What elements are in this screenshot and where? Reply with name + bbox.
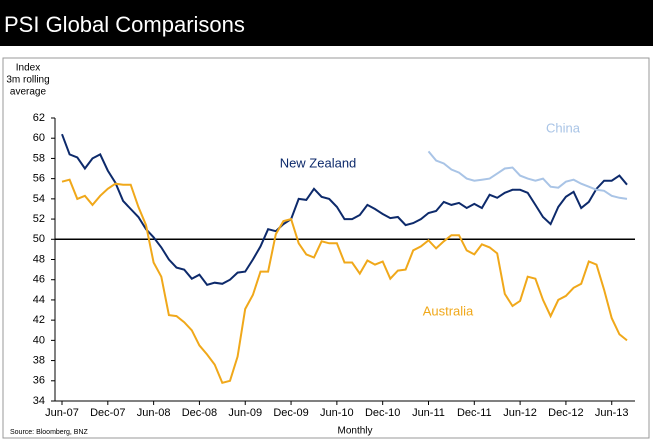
y-tick-label: 38 (33, 354, 45, 366)
y-tick-label: 48 (33, 253, 45, 265)
series-line (61, 178, 628, 384)
series-line (427, 150, 628, 200)
x-tick-label: Dec-12 (548, 407, 583, 419)
title-bar: PSI Global Comparisons (0, 0, 653, 46)
y-tick-label: 46 (33, 274, 45, 286)
x-tick-label: Jun-13 (595, 407, 629, 419)
y-axis-title: Index (16, 63, 40, 74)
y-tick-label: 50 (33, 233, 45, 245)
y-axis-title: 3m rolling (6, 75, 49, 86)
x-tick-label: Dec-11 (457, 407, 492, 419)
y-tick-label: 56 (33, 173, 45, 185)
x-tick-label: Dec-07 (90, 407, 125, 419)
series-line (61, 133, 628, 286)
chart-title: PSI Global Comparisons (4, 12, 245, 37)
y-tick-label: 52 (33, 213, 45, 225)
x-tick-label: Dec-08 (182, 407, 217, 419)
x-tick-label: Jun-08 (137, 407, 171, 419)
x-tick-label: Dec-10 (365, 407, 400, 419)
x-tick-label: Dec-09 (273, 407, 308, 419)
series-label: China (546, 120, 581, 135)
y-axis-title: average (10, 87, 47, 98)
chart-frame (2, 57, 650, 439)
y-tick-label: 58 (33, 152, 45, 164)
y-tick-label: 36 (33, 375, 45, 387)
y-tick-label: 60 (33, 132, 45, 144)
source: Source: Bloomberg, BNZ (10, 429, 89, 436)
x-tick-label: Jun-09 (228, 407, 262, 419)
y-tick-label: 62 (33, 112, 45, 124)
x-tick-label: Jun-12 (503, 407, 537, 419)
y-tick-label: 44 (33, 294, 45, 306)
series-label: New Zealand (280, 155, 357, 170)
x-tick-label: Jun-11 (412, 407, 445, 419)
x-axis-title: Monthly (337, 426, 372, 437)
y-tick-label: 40 (33, 334, 45, 346)
y-tick-label: 54 (33, 193, 45, 205)
y-tick-label: 34 (33, 395, 45, 407)
x-tick-label: Jun-07 (45, 407, 79, 419)
y-tick-label: 42 (33, 314, 45, 326)
x-tick-label: Jun-10 (320, 407, 354, 419)
series-label: Australia (423, 303, 474, 318)
